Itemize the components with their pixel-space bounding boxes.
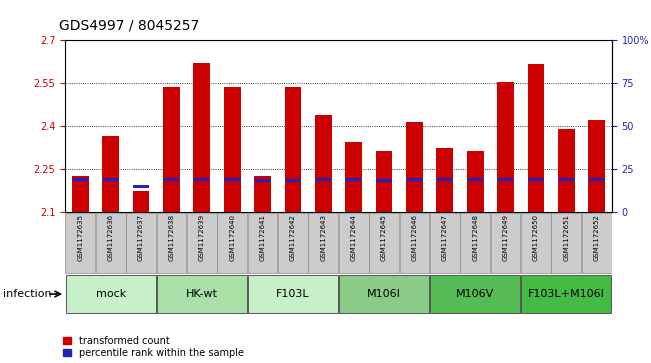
Text: GSM1172643: GSM1172643 <box>320 214 326 261</box>
FancyBboxPatch shape <box>460 213 490 273</box>
Text: GSM1172641: GSM1172641 <box>260 214 266 261</box>
FancyBboxPatch shape <box>278 213 308 273</box>
Bar <box>589 178 605 181</box>
FancyBboxPatch shape <box>247 213 277 273</box>
Bar <box>102 136 119 212</box>
Text: GSM1172651: GSM1172651 <box>563 214 570 261</box>
FancyBboxPatch shape <box>96 213 126 273</box>
Bar <box>345 178 362 181</box>
Text: F103L: F103L <box>276 289 310 299</box>
Bar <box>284 179 301 183</box>
Bar <box>376 179 393 183</box>
Text: GSM1172650: GSM1172650 <box>533 214 539 261</box>
FancyBboxPatch shape <box>400 213 430 273</box>
FancyBboxPatch shape <box>248 275 338 313</box>
Text: M106V: M106V <box>456 289 494 299</box>
Bar <box>345 142 362 212</box>
Bar <box>558 129 575 212</box>
Bar <box>558 178 575 181</box>
Bar <box>133 191 150 212</box>
FancyBboxPatch shape <box>156 213 186 273</box>
Bar <box>254 179 271 183</box>
FancyBboxPatch shape <box>126 213 156 273</box>
Text: GSM1172644: GSM1172644 <box>351 214 357 261</box>
FancyBboxPatch shape <box>187 213 217 273</box>
Text: GDS4997 / 8045257: GDS4997 / 8045257 <box>59 19 199 32</box>
Text: GSM1172636: GSM1172636 <box>107 214 114 261</box>
Bar <box>193 63 210 212</box>
Bar <box>315 178 332 181</box>
Bar <box>193 178 210 181</box>
Bar <box>284 87 301 212</box>
Bar <box>72 178 89 181</box>
Text: GSM1172638: GSM1172638 <box>169 214 174 261</box>
FancyBboxPatch shape <box>339 213 368 273</box>
Bar <box>224 178 240 181</box>
Text: GSM1172635: GSM1172635 <box>77 214 83 261</box>
Text: GSM1172639: GSM1172639 <box>199 214 205 261</box>
Bar <box>376 151 393 212</box>
Bar <box>315 115 332 212</box>
Bar <box>497 178 514 181</box>
Text: GSM1172647: GSM1172647 <box>442 214 448 261</box>
Bar <box>72 176 89 212</box>
Bar <box>163 178 180 181</box>
FancyBboxPatch shape <box>339 275 429 313</box>
Bar <box>527 64 544 212</box>
Text: infection: infection <box>3 289 52 299</box>
FancyBboxPatch shape <box>491 213 521 273</box>
Text: GSM1172648: GSM1172648 <box>472 214 478 261</box>
Bar <box>163 87 180 212</box>
Bar <box>467 151 484 212</box>
FancyBboxPatch shape <box>551 213 581 273</box>
Text: GSM1172642: GSM1172642 <box>290 214 296 261</box>
Text: GSM1172646: GSM1172646 <box>411 214 417 261</box>
FancyBboxPatch shape <box>65 213 95 273</box>
FancyBboxPatch shape <box>521 275 611 313</box>
Bar <box>527 178 544 181</box>
FancyBboxPatch shape <box>369 213 399 273</box>
FancyBboxPatch shape <box>582 213 612 273</box>
Bar <box>589 121 605 212</box>
Text: mock: mock <box>96 289 126 299</box>
Bar <box>497 82 514 212</box>
Text: GSM1172645: GSM1172645 <box>381 214 387 261</box>
Bar <box>406 122 423 212</box>
FancyBboxPatch shape <box>521 213 551 273</box>
Text: GSM1172652: GSM1172652 <box>594 214 600 261</box>
Text: HK-wt: HK-wt <box>186 289 218 299</box>
Bar <box>467 178 484 181</box>
Bar <box>102 178 119 181</box>
Text: F103L+M106I: F103L+M106I <box>528 289 605 299</box>
Bar <box>436 178 453 181</box>
Bar <box>436 148 453 212</box>
FancyBboxPatch shape <box>157 275 247 313</box>
Bar <box>254 176 271 212</box>
Text: M106I: M106I <box>367 289 401 299</box>
FancyBboxPatch shape <box>217 213 247 273</box>
Text: GSM1172640: GSM1172640 <box>229 214 235 261</box>
Legend: transformed count, percentile rank within the sample: transformed count, percentile rank withi… <box>63 336 244 358</box>
FancyBboxPatch shape <box>430 213 460 273</box>
Text: GSM1172649: GSM1172649 <box>503 214 508 261</box>
Bar <box>224 87 240 212</box>
FancyBboxPatch shape <box>66 275 156 313</box>
FancyBboxPatch shape <box>430 275 520 313</box>
FancyBboxPatch shape <box>309 213 339 273</box>
Text: GSM1172637: GSM1172637 <box>138 214 144 261</box>
Bar <box>133 185 150 188</box>
Bar <box>406 178 423 181</box>
